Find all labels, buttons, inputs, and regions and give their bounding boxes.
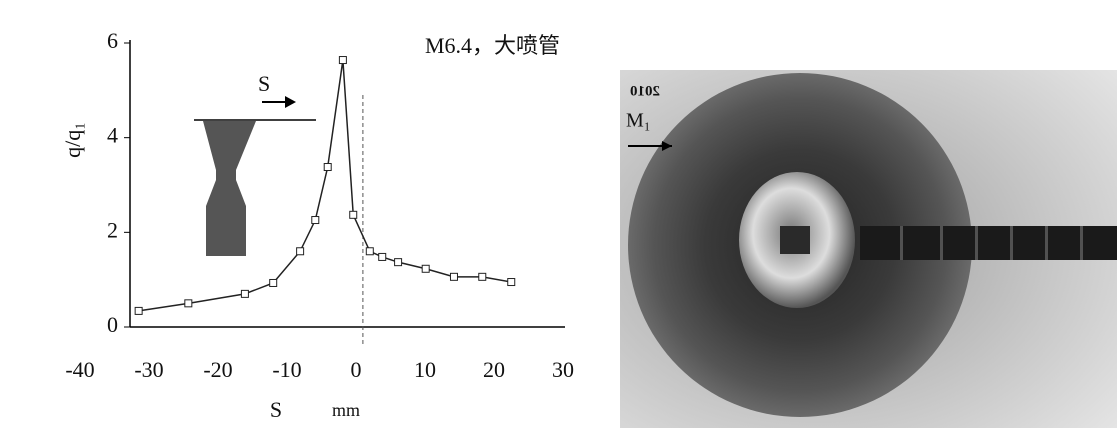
arrow-label: S: [258, 71, 270, 96]
data-point: [241, 290, 248, 297]
data-point: [350, 211, 357, 218]
data-point: [422, 265, 429, 272]
data-point: [297, 248, 304, 255]
y-tick-label: 2: [107, 217, 118, 242]
data-point: [135, 307, 142, 314]
photo: M₁ 2010: [620, 70, 1117, 428]
photo-stamp: 2010: [630, 83, 660, 99]
x-tick-label: -40: [65, 357, 94, 382]
x-tick-label: -30: [134, 357, 163, 382]
y-tick-label: 6: [107, 28, 118, 53]
x-tick-label: -20: [203, 357, 232, 382]
data-point: [270, 279, 277, 286]
figure: M₁ 2010 M6.4，大喷管 S q/q₁ S mm 0246-40-30-…: [0, 0, 1117, 428]
x-unit: mm: [332, 400, 360, 420]
x-tick-label: 30: [552, 357, 574, 382]
data-point: [395, 259, 402, 266]
y-tick-label: 0: [107, 312, 118, 337]
x-label: S: [270, 397, 282, 422]
x-tick-label: 0: [351, 357, 362, 382]
y-label: q/q₁: [60, 122, 85, 158]
data-point: [479, 273, 486, 280]
nozzle: [203, 121, 256, 256]
data-point: [324, 164, 331, 171]
x-tick-label: 10: [414, 357, 436, 382]
data-point: [379, 253, 386, 260]
annotation: M6.4，大喷管: [425, 33, 560, 58]
data-point: [366, 248, 373, 255]
arrow-head: [285, 96, 296, 108]
data-point: [339, 57, 346, 64]
data-point: [508, 279, 515, 286]
data-point: [312, 217, 319, 224]
data-point: [185, 300, 192, 307]
x-tick-label: -10: [272, 357, 301, 382]
photo-label: M₁: [626, 110, 651, 132]
y-tick-label: 4: [107, 123, 118, 148]
data-point: [450, 273, 457, 280]
x-tick-label: 20: [483, 357, 505, 382]
